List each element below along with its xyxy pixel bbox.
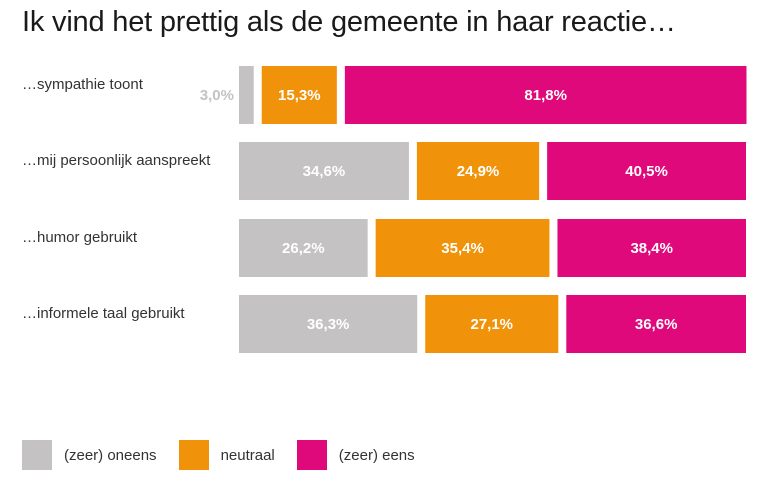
bar-neutraal <box>416 142 540 200</box>
bar-neutraal <box>261 66 337 124</box>
bar-neutraal <box>425 295 559 353</box>
bar-oneens <box>239 219 368 277</box>
data-label-oneens: 3,0% <box>200 87 234 104</box>
legend-label-neutraal: neutraal <box>220 446 275 464</box>
bar-eens <box>566 295 746 353</box>
legend-item-neutraal: neutraal <box>178 440 275 470</box>
chart-legend: (zeer) oneens neutraal (zeer) eens <box>22 440 437 470</box>
bar-eens <box>557 219 746 277</box>
category-label: …sympathie toont <box>22 76 144 93</box>
bar-eens <box>344 66 747 124</box>
category-label: …humor gebruikt <box>22 229 138 246</box>
data-label-oneens: 34,6% <box>303 163 346 180</box>
data-label-neutraal: 24,9% <box>457 163 500 180</box>
legend-label-eens: (zeer) eens <box>338 446 415 464</box>
stacked-bar-chart: …sympathie toont 3,0% 15,3% 81,8% …mij perso… <box>22 66 747 353</box>
legend-swatch-neutraal <box>178 440 209 470</box>
chart-title: Ik vind het prettig als de gemeente in h… <box>22 6 676 38</box>
data-label-eens: 36,6% <box>635 316 678 333</box>
data-label-neutraal: 15,3% <box>278 87 321 104</box>
data-label-oneens: 26,2% <box>282 240 325 257</box>
data-label-neutraal: 35,4% <box>441 240 484 257</box>
data-label-eens: 40,5% <box>625 163 668 180</box>
bar-oneens <box>239 66 254 124</box>
bar-neutraal <box>375 219 550 277</box>
bar-eens <box>547 142 746 200</box>
data-label-eens: 81,8% <box>524 87 567 104</box>
legend-item-eens: (zeer) eens <box>296 440 415 470</box>
legend-item-oneens: (zeer) oneens <box>22 440 157 470</box>
category-label: …mij persoonlijk aanspreekt <box>22 152 211 169</box>
data-label-neutraal: 27,1% <box>470 316 513 333</box>
bar-oneens <box>239 295 418 353</box>
data-label-eens: 38,4% <box>630 240 673 257</box>
data-label-oneens: 36,3% <box>307 316 350 333</box>
legend-label-oneens: (zeer) oneens <box>64 446 157 464</box>
bar-oneens <box>239 142 409 200</box>
category-label: …informele taal gebruikt <box>22 305 185 322</box>
legend-swatch-oneens <box>22 440 52 470</box>
legend-swatch-eens <box>296 440 327 470</box>
